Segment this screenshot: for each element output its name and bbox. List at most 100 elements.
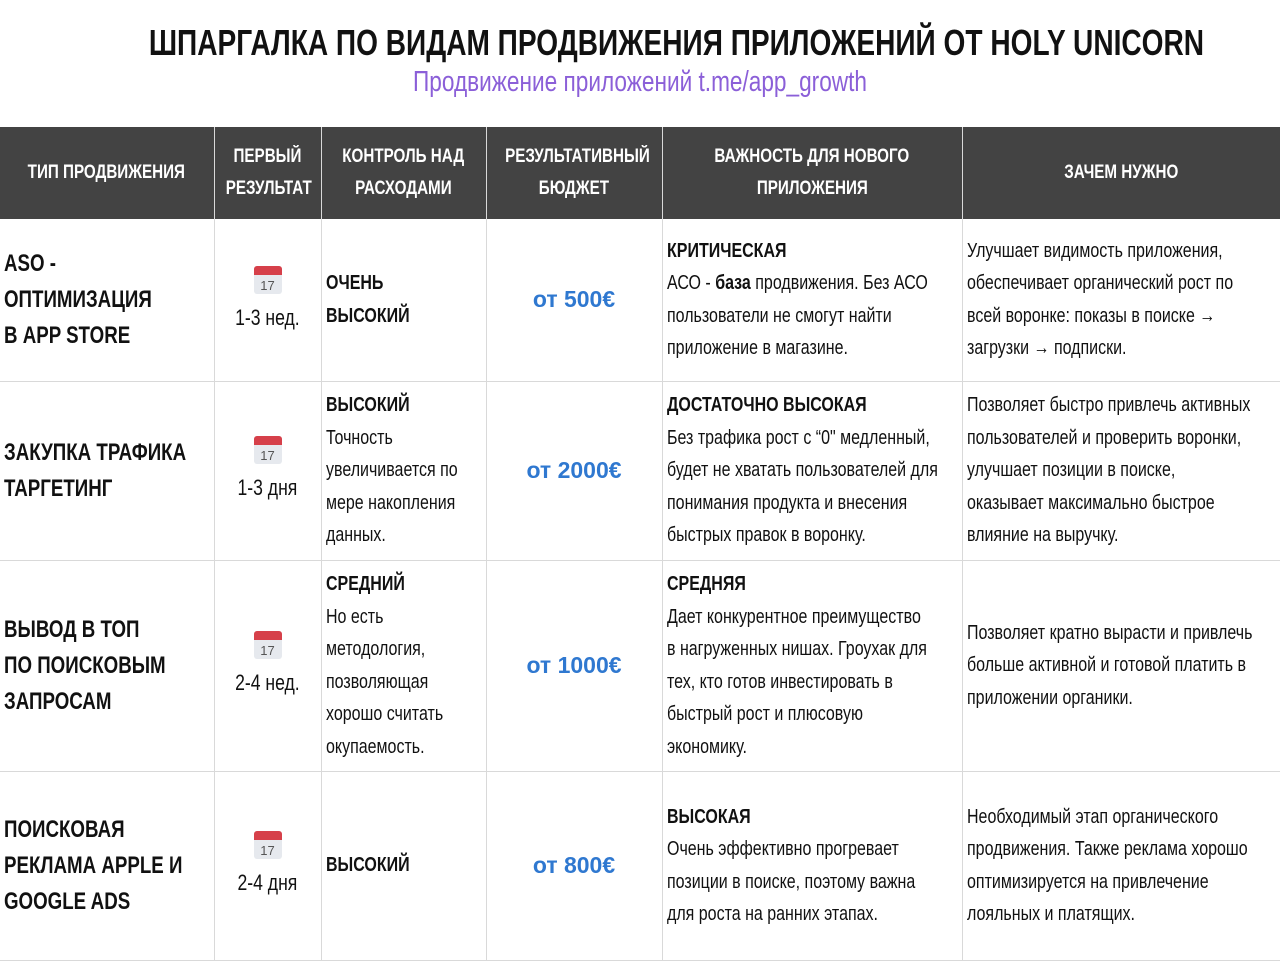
purpose-text: оптимизируется на привлечение	[966, 870, 1209, 893]
first-result-cell: 17 2-4 дня	[213, 771, 322, 961]
importance-text: Без трафика рост с “0" медленный,	[666, 426, 930, 449]
table-row: ПОИСКОВАЯ РЕКЛАМА APPLE И GOOGLE ADS 17 2-4 …	[0, 771, 1280, 961]
header-purpose: ЗАЧЕМ НУЖНО	[962, 127, 1280, 219]
importance-text: будет не хватать пользователей для	[666, 459, 938, 482]
importance-level: ДОСТАТОЧНО ВЫСОКАЯ	[666, 394, 867, 417]
purpose-text: оказывает максимально быстрое	[966, 491, 1215, 514]
header-type: ТИП ПРОДВИЖЕНИЯ	[0, 127, 215, 219]
cost-control-note: позволяющая	[325, 670, 428, 693]
importance-text: Очень эффективно прогревает	[666, 838, 899, 860]
importance-text: приложение в магазине.	[666, 337, 848, 360]
promotion-type-cell: ВЫВОД В ТОП ПО ПОИСКОВЫМ ЗАПРОСАМ	[0, 560, 215, 772]
promotion-type-text: ЗАПРОСАМ	[4, 687, 112, 715]
importance-level: ВЫСОКАЯ	[666, 805, 751, 828]
importance-text: тех, кто готов инвестировать в	[666, 670, 893, 693]
promotion-type-text: РЕКЛАМА APPLE И	[4, 851, 183, 879]
cost-control-cell: ВЫСОКИЙ Точность увеличивается по мере нако…	[320, 381, 487, 561]
cost-control-note: хорошо считать	[325, 703, 443, 725]
header-text: БЮДЖЕТ	[538, 178, 610, 199]
first-result-text: 2-4 дня	[237, 870, 298, 896]
first-result-cell: 17 1-3 дня	[213, 381, 322, 561]
cost-control-note: Точность	[325, 426, 393, 449]
promotion-type-text: ОПТИМИЗАЦИЯ	[4, 285, 152, 313]
promotion-type-cell: ПОИСКОВАЯ РЕКЛАМА APPLE И GOOGLE ADS	[0, 771, 215, 961]
header-cost-control: КОНТРОЛЬ НАД РАСХОДАМИ	[321, 127, 487, 219]
header-budget: РЕЗУЛЬТАТИВНЫЙ БЮДЖЕТ	[486, 127, 663, 219]
header-importance: ВАЖНОСТЬ ДЛЯ НОВОГО ПРИЛОЖЕНИЯ	[662, 127, 963, 219]
promotion-type-text: ЗАКУПКА ТРАФИКА	[4, 438, 187, 466]
cost-control-cell: ОЧЕНЬ ВЫСОКИЙ	[320, 219, 487, 382]
purpose-text: продвижения. Также реклама хорошо	[966, 838, 1248, 860]
cost-control-cell: ВЫСОКИЙ	[320, 771, 487, 961]
first-result-cell: 17 1-3 нед.	[213, 219, 322, 382]
header-text: РЕЗУЛЬТАТ	[225, 178, 312, 199]
purpose-text: всей воронке: показы в поиске →	[966, 304, 1215, 327]
purpose-text: Позволяет быстро привлечь активных	[966, 394, 1250, 417]
calendar-icon: 17	[253, 265, 282, 294]
calendar-icon: 17	[253, 831, 282, 860]
importance-text: пользователи не смогут найти	[666, 304, 892, 327]
table-header-row: ТИП ПРОДВИЖЕНИЯ ПЕРВЫЙ РЕЗУЛЬТАТ КОНТРОЛЬ Н…	[0, 127, 1280, 219]
table-row: ЗАКУПКА ТРАФИКА ТАРГЕТИНГ 17 1-3 дня ВЫСОКИЙ…	[0, 381, 1280, 561]
header-text: ЗАЧЕМ НУЖНО	[1063, 161, 1179, 183]
importance-text: для роста на ранних этапах.	[666, 903, 878, 925]
purpose-text: пользователей и проверить воронки,	[966, 426, 1241, 449]
importance-cell: КРИТИЧЕСКАЯ АСО - база продвижения. Без А…	[661, 219, 963, 382]
header-text: ПЕРВЫЙ	[233, 145, 302, 167]
budget-cell: от 500€	[485, 219, 663, 382]
budget-value: от 500€	[532, 286, 616, 313]
purpose-text: Позволяет кратно вырасти и привлечь	[966, 621, 1252, 644]
calendar-icon: 17	[253, 436, 282, 465]
importance-text: быстрых правок в воронку.	[666, 524, 866, 547]
cost-control-note: увеличивается по	[325, 459, 458, 482]
cost-control-note: мере накопления	[325, 491, 455, 514]
first-result-text: 1-3 нед.	[235, 304, 300, 330]
purpose-cell: Улучшает видимость приложения, обеспечива…	[961, 219, 1280, 382]
first-result-text: 1-3 дня	[237, 475, 298, 501]
calendar-icon: 17	[253, 631, 282, 660]
importance-text: понимания продукта и внесения	[666, 491, 907, 514]
subtitle-link[interactable]: Продвижение приложений t.me/app_growth	[413, 66, 867, 98]
header-text: КОНТРОЛЬ НАД	[342, 145, 465, 167]
importance-text: Дает конкурентное преимущество	[666, 605, 921, 628]
importance-cell: ДОСТАТОЧНО ВЫСОКАЯ Без трафика рост с “0"…	[661, 381, 963, 561]
promotion-type-text: ПОИСКОВАЯ	[4, 815, 125, 843]
importance-text: быстрый рост и плюсовую	[666, 703, 863, 725]
cost-control-note: методология,	[325, 638, 425, 660]
cost-control-level: ОЧЕНЬ	[325, 272, 383, 295]
header-text: ПРИЛОЖЕНИЯ	[756, 178, 868, 199]
promotion-type-text: ASO -	[4, 249, 57, 277]
cost-control-note: окупаемость.	[325, 735, 425, 758]
importance-text: в нагруженных нишах. Гроухак для	[666, 638, 927, 660]
header-text: РАСХОДАМИ	[355, 178, 452, 199]
importance-level: СРЕДНЯЯ	[666, 573, 746, 595]
purpose-text: улучшает позиции в поиске,	[966, 459, 1175, 482]
importance-text: позиции в поиске, поэтому важна	[666, 870, 915, 893]
cost-control-level: ВЫСОКИЙ	[325, 304, 410, 327]
table-row: ВЫВОД В ТОП ПО ПОИСКОВЫМ ЗАПРОСАМ 17 2-4 нед…	[0, 560, 1280, 772]
purpose-cell: Необходимый этап органического продвижени…	[961, 771, 1280, 961]
promotion-table: ТИП ПРОДВИЖЕНИЯ ПЕРВЫЙ РЕЗУЛЬТАТ КОНТРОЛЬ Н…	[0, 127, 1280, 961]
purpose-text: обеспечивает органический рост по	[966, 272, 1233, 295]
cost-control-level: ВЫСОКИЙ	[325, 394, 410, 417]
purpose-text: больше активной и готовой платить в	[966, 654, 1246, 677]
header-text: РЕЗУЛЬТАТИВНЫЙ	[504, 145, 650, 167]
purpose-cell: Позволяет кратно вырасти и привлечь больш…	[961, 560, 1280, 772]
importance-level: КРИТИЧЕСКАЯ	[666, 239, 787, 262]
table-row: ASO - ОПТИМИЗАЦИЯ В APP STORE 17 1-3 нед. ОЧЕ…	[0, 219, 1280, 382]
header-text: ВАЖНОСТЬ ДЛЯ НОВОГО	[714, 145, 910, 167]
purpose-text: лояльных и платящих.	[966, 903, 1135, 925]
purpose-text: влияние на выручку.	[966, 524, 1118, 547]
cost-control-level: ВЫСОКИЙ	[325, 854, 410, 877]
first-result-cell: 17 2-4 нед.	[213, 560, 322, 772]
page-title: ШПАРГАЛКА ПО ВИДАМ ПРОДВИЖЕНИЯ ПРИЛОЖЕНИ…	[148, 22, 1205, 63]
purpose-text: приложении органики.	[966, 686, 1133, 709]
importance-text: АСО - база продвижения. Без АСО	[666, 272, 928, 295]
importance-cell: СРЕДНЯЯ Дает конкурентное преимущество в н…	[661, 560, 963, 772]
promotion-type-cell: ASO - ОПТИМИЗАЦИЯ В APP STORE	[0, 219, 215, 382]
promotion-type-text: GOOGLE ADS	[4, 887, 131, 915]
header-first-result: ПЕРВЫЙ РЕЗУЛЬТАТ	[214, 127, 322, 219]
cost-control-note: Но есть	[325, 605, 383, 628]
budget-value: от 800€	[532, 852, 616, 878]
promotion-type-text: ПО ПОИСКОВЫМ	[4, 651, 166, 679]
